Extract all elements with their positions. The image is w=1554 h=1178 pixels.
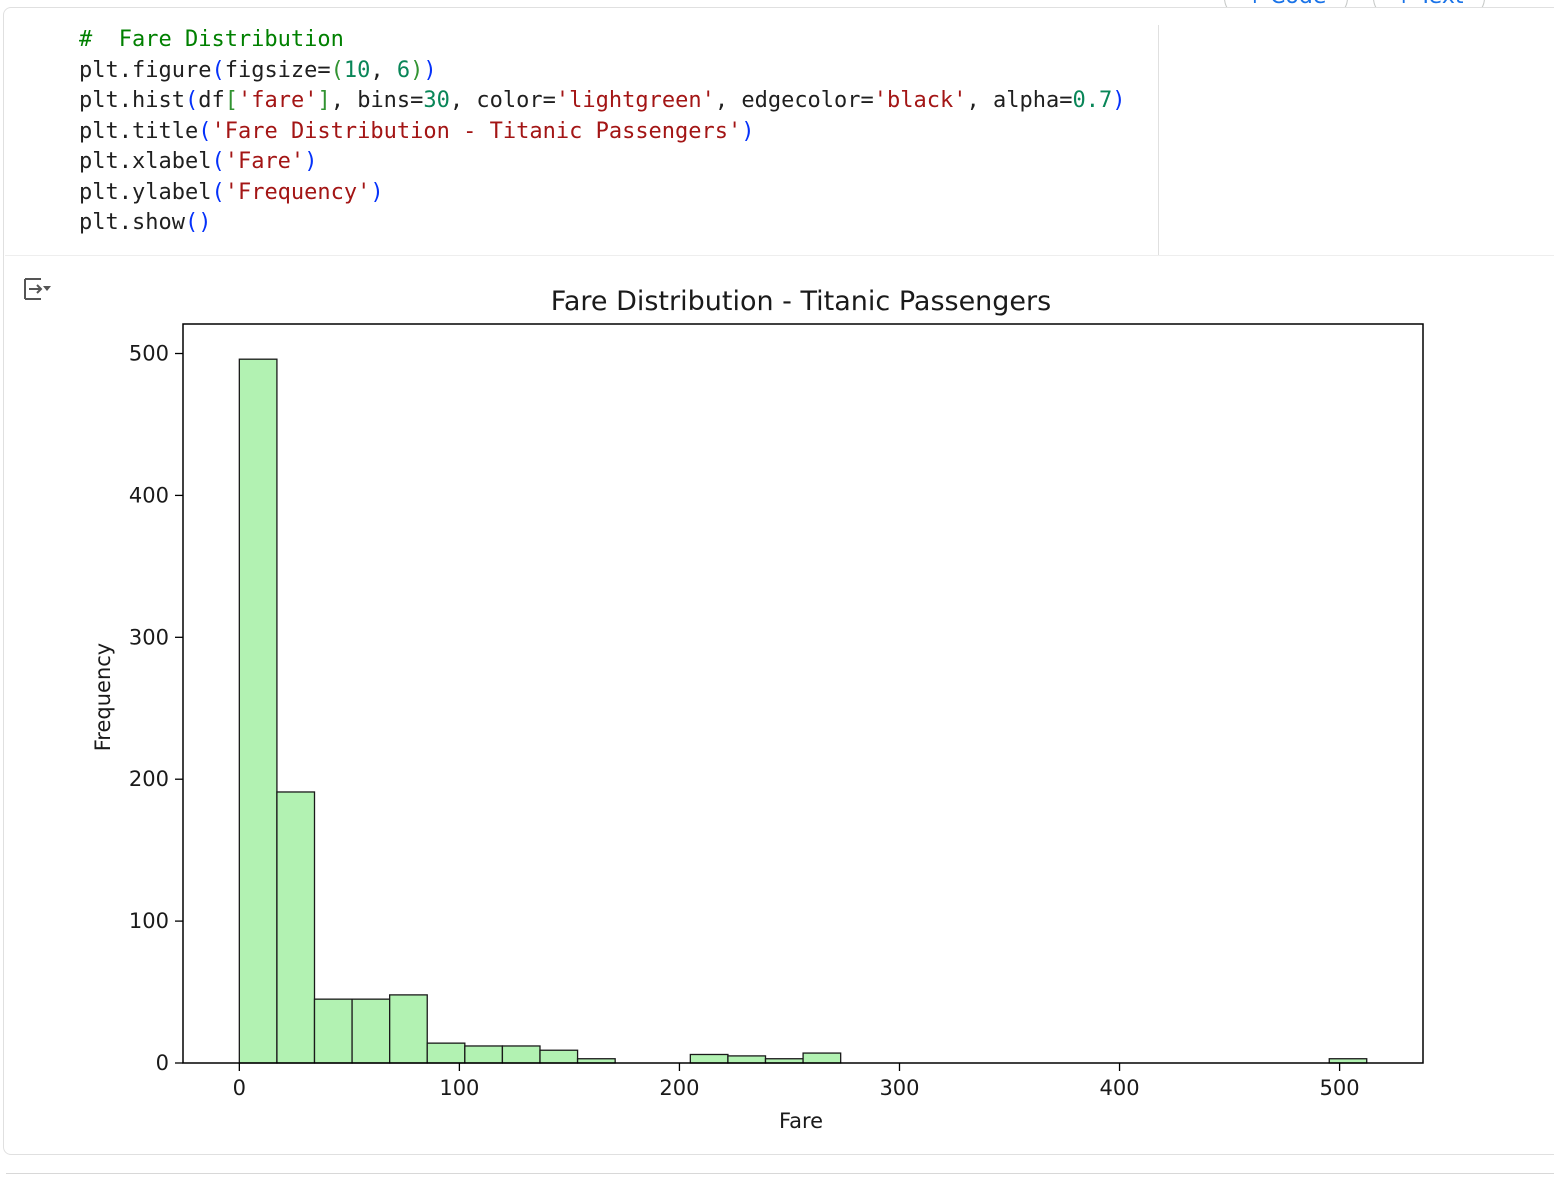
code-token: ( (330, 57, 344, 83)
y-tick-label: 400 (129, 483, 169, 507)
plot-frame (182, 323, 1424, 1064)
code-token: ( (211, 149, 225, 174)
code-token: , edgecolor= (714, 88, 874, 113)
x-tick-label: 400 (1099, 1076, 1139, 1100)
code-token: ) (370, 179, 384, 205)
code-token: , color= (449, 88, 556, 113)
code-token: 'Fare' (224, 149, 305, 174)
add-code-label: Code (1270, 0, 1326, 9)
code-token: ) (410, 57, 424, 83)
code-token: 30 (423, 88, 450, 113)
code-token: plt.figure (79, 57, 212, 83)
editor-divider (1158, 25, 1159, 255)
histogram-bar (464, 1045, 504, 1064)
histogram-bar (539, 1049, 579, 1064)
code-token: 6 (396, 57, 411, 83)
code-token: 'Fare Distribution - Titanic Passengers' (211, 118, 742, 144)
code-token: 10 (343, 57, 371, 83)
y-tick-label: 500 (129, 342, 169, 366)
histogram-bar (313, 998, 353, 1064)
code-token: , (370, 57, 397, 83)
code-token: ] (317, 88, 331, 113)
code-token: () (184, 210, 212, 235)
histogram-bar (501, 1045, 541, 1064)
histogram-bar (802, 1052, 842, 1064)
code-line: plt.show() (79, 208, 1125, 239)
histogram-bar (389, 994, 428, 1064)
add-text-label: Text (1419, 0, 1464, 9)
y-tick-label: 300 (129, 625, 169, 649)
histogram-bar (276, 791, 316, 1064)
code-token: plt.xlabel (79, 149, 212, 174)
code-token: df (198, 88, 225, 113)
code-token: 'lightgreen' (555, 88, 715, 113)
code-token: 'black' (873, 88, 967, 113)
y-tick-label: 100 (129, 909, 169, 933)
code-token: ) (423, 57, 437, 83)
x-axis-label: Fare (779, 1109, 823, 1133)
code-token: 'Frequency' (224, 179, 371, 205)
chart-title: Fare Distribution - Titanic Passengers (551, 286, 1051, 317)
code-token: , bins= (330, 88, 424, 113)
next-cell-border (6, 1173, 1554, 1174)
histogram-bar (238, 358, 278, 1064)
code-line: # Fare Distribution (79, 25, 1125, 56)
code-text[interactable]: # Fare Distribution plt.figure(figsize=(1… (79, 25, 1125, 239)
code-editor[interactable]: # Fare Distribution plt.figure(figsize=(1… (5, 9, 1554, 256)
code-token: # Fare Distribution (79, 27, 344, 52)
code-token: 'fare' (237, 88, 318, 113)
fare-histogram: Fare Distribution - Titanic Passengers 0… (91, 286, 1424, 1133)
code-token: ( (211, 57, 225, 83)
histogram-bar (426, 1042, 466, 1064)
output-toggle-icon[interactable] (21, 274, 53, 304)
code-line: plt.ylabel('Frequency') (79, 178, 1125, 209)
code-token: figsize= (224, 57, 331, 83)
histogram-bar (727, 1055, 767, 1064)
code-token: ( (198, 118, 212, 144)
code-line: plt.title('Fare Distribution - Titanic P… (79, 117, 1125, 148)
code-token: , alpha= (966, 88, 1073, 113)
code-line: plt.hist(df['fare'], bins=30, color='lig… (79, 86, 1125, 117)
y-tick-label: 200 (129, 767, 169, 791)
code-token: ) (1112, 88, 1126, 113)
x-tick-label: 500 (1320, 1076, 1360, 1100)
y-tick-label: 0 (156, 1051, 169, 1075)
histogram-bar (351, 998, 391, 1064)
x-tick-label: 300 (879, 1076, 919, 1100)
code-token: ) (304, 149, 318, 174)
x-tick-label: 0 (233, 1076, 246, 1100)
x-tick-label: 200 (659, 1076, 699, 1100)
y-axis-label: Frequency (91, 643, 115, 752)
x-tick-label: 100 (439, 1076, 479, 1100)
code-token: ( (184, 88, 199, 113)
histogram-bar (689, 1053, 729, 1064)
code-line: plt.xlabel('Fare') (79, 147, 1125, 178)
code-token: plt.ylabel (79, 179, 212, 205)
code-token: ) (741, 118, 755, 144)
code-cell[interactable]: # Fare Distribution plt.figure(figsize=(1… (3, 7, 1554, 1155)
code-token: plt.title (79, 118, 199, 144)
plus-icon: + (1395, 0, 1413, 9)
code-token: 0.7 (1072, 88, 1113, 113)
code-token: [ (224, 88, 238, 113)
code-token: plt.hist (79, 88, 185, 113)
plus-icon: + (1246, 0, 1264, 9)
code-token: ( (211, 179, 225, 205)
code-line: plt.figure(figsize=(10, 6)) (79, 56, 1125, 87)
code-token: plt.show (79, 210, 185, 235)
